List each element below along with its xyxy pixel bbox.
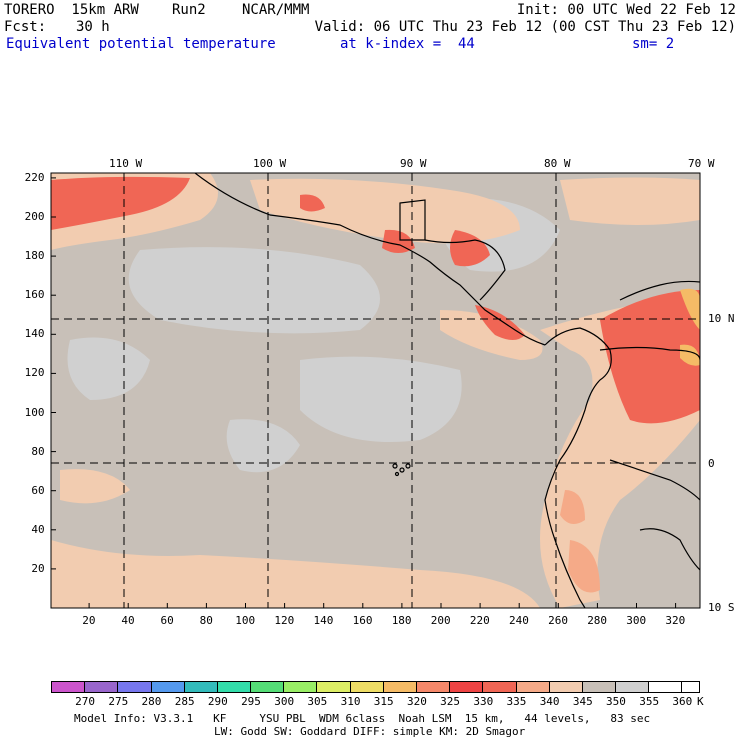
colorbar-cell bbox=[52, 682, 86, 693]
x-tick-label: 180 bbox=[391, 614, 412, 627]
colorbar-unit: K bbox=[697, 695, 704, 708]
x-tick-label: 240 bbox=[509, 614, 529, 627]
x-tick-label: 80 bbox=[199, 614, 213, 627]
lat-lon-grid bbox=[51, 173, 700, 608]
run-label: Run2 bbox=[172, 2, 206, 18]
colorbar-cell bbox=[350, 682, 384, 693]
colorbar-label: 335 bbox=[506, 695, 527, 708]
lat-label-10s: 10 S bbox=[708, 601, 735, 614]
x-tick-label: 160 bbox=[352, 614, 373, 627]
model-name: TORERO 15km ARW bbox=[4, 2, 139, 18]
colorbar-label: 355 bbox=[639, 695, 660, 708]
x-tick-label: 200 bbox=[430, 614, 451, 627]
colorbar-cell bbox=[416, 682, 451, 693]
lon-label-100w: 100 W bbox=[253, 157, 287, 170]
y-tick-label: 60 bbox=[31, 483, 45, 497]
y-tick-label: 180 bbox=[24, 249, 45, 263]
colorbar-label: 320 bbox=[406, 695, 427, 708]
org-label: NCAR/MMM bbox=[242, 2, 310, 18]
colorbar-label: 275 bbox=[108, 695, 129, 708]
x-tick-label: 140 bbox=[313, 614, 334, 627]
x-tick-label: 20 bbox=[82, 614, 96, 627]
colorbar-label: 360 bbox=[672, 695, 693, 708]
x-tick-label: 260 bbox=[548, 614, 568, 627]
lon-label-70w: 70 W bbox=[688, 157, 715, 170]
colorbar-cell bbox=[616, 682, 650, 693]
x-tick-label: 280 bbox=[587, 614, 608, 627]
y-tick-label: 200 bbox=[24, 210, 45, 223]
y-tick-label: 140 bbox=[24, 327, 45, 341]
colorbar-label: 330 bbox=[473, 695, 494, 708]
lon-label-110w: 110 W bbox=[109, 157, 143, 170]
y-tick-label: 120 bbox=[24, 366, 45, 380]
model-info: Model Info: V3.3.1 KF YSU PBL WDM 6class… bbox=[74, 712, 651, 725]
lon-label-80w: 80 W bbox=[544, 157, 571, 170]
colorbar-cell bbox=[184, 682, 218, 693]
field-name: Equivalent potential temperature bbox=[6, 36, 276, 52]
colorbar-cell bbox=[549, 682, 583, 693]
colorbar-cell bbox=[383, 682, 417, 693]
forecast-label: Fcst: bbox=[4, 19, 47, 35]
colorbar-label: 310 bbox=[340, 695, 361, 708]
colorbar-cell bbox=[151, 682, 185, 693]
map-frame bbox=[50, 172, 701, 609]
y-tick-label: 160 bbox=[24, 288, 45, 302]
y-tick-label: 80 bbox=[31, 444, 45, 458]
forecast-hours: 30 h bbox=[76, 19, 110, 35]
y-tick-label: 20 bbox=[31, 561, 45, 575]
colorbar-label: 270 bbox=[75, 695, 96, 708]
colorbar-label: 305 bbox=[307, 695, 328, 708]
init-time: Init: 00 UTC Wed 22 Feb 12 bbox=[516, 2, 736, 18]
colorbar-label: 345 bbox=[572, 695, 593, 708]
x-tick-label: 120 bbox=[274, 614, 295, 627]
colorbar-cell bbox=[516, 682, 550, 693]
colorbar-cell bbox=[251, 682, 285, 693]
colorbar-label: 340 bbox=[539, 695, 560, 708]
colorbar-label: 295 bbox=[241, 695, 261, 708]
x-tick-label: 320 bbox=[665, 614, 686, 627]
lat-label-10n: 10 N bbox=[708, 312, 735, 325]
colorbar-label: 325 bbox=[440, 695, 461, 708]
colorbar-label: 290 bbox=[207, 695, 228, 708]
colorbar-cell bbox=[483, 682, 517, 693]
colorbar-cell bbox=[85, 682, 119, 693]
level-label: at k-index = 44 bbox=[340, 36, 475, 52]
coastlines bbox=[194, 173, 700, 608]
x-tick-label: 100 bbox=[235, 614, 256, 627]
colorbar-cell bbox=[284, 682, 318, 693]
colorbar-label: 300 bbox=[274, 695, 295, 708]
colorbar-cell bbox=[217, 682, 252, 693]
lat-label-0: 0 bbox=[708, 457, 715, 470]
colorbar-cell bbox=[118, 682, 152, 693]
y-tick-label: 100 bbox=[24, 405, 45, 419]
physics-info: LW: Godd SW: Goddard DIFF: simple KM: 2D… bbox=[214, 725, 526, 738]
colorbar-label: 280 bbox=[141, 695, 162, 708]
colorbar-label: 350 bbox=[606, 695, 626, 708]
colorbar-label: 315 bbox=[373, 695, 394, 708]
x-tick-label: 220 bbox=[469, 614, 490, 627]
map-field bbox=[51, 173, 700, 608]
lon-label-90w: 90 W bbox=[400, 157, 427, 170]
x-tick-label: 60 bbox=[160, 614, 174, 627]
x-tick-label: 40 bbox=[121, 614, 135, 627]
colorbar-cell bbox=[649, 682, 683, 693]
colorbar-label: 285 bbox=[174, 695, 195, 708]
smoothing-label: sm= 2 bbox=[632, 36, 675, 52]
colorbar-cell bbox=[317, 682, 351, 693]
y-tick-label: 40 bbox=[31, 522, 45, 536]
valid-time: Valid: 06 UTC Thu 23 Feb 12 (00 CST Thu … bbox=[314, 19, 736, 35]
colorbar-cell bbox=[450, 682, 484, 693]
x-tick-label: 300 bbox=[626, 614, 647, 627]
y-tick-label: 220 bbox=[24, 170, 45, 184]
colorbar-cell bbox=[582, 682, 617, 693]
